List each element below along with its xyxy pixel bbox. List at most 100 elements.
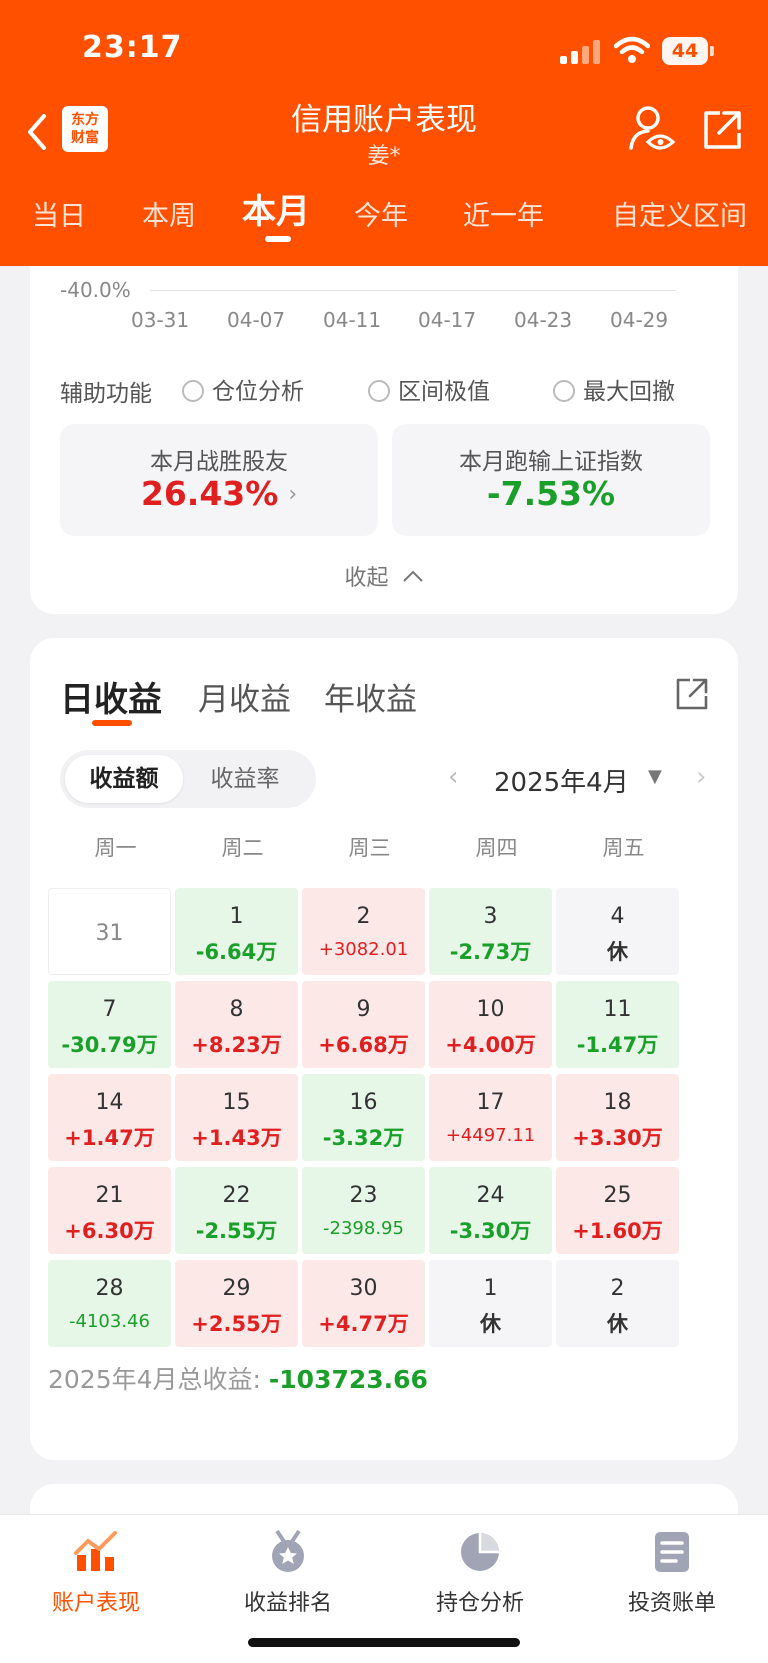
calendar-day-cell[interactable]: 2 +3082.01 (302, 888, 425, 975)
nav-returns-ranking[interactable]: 收益排名 (192, 1529, 384, 1617)
nav-label: 收益排名 (243, 1591, 332, 1616)
calendar-day-return: +2.55万 (191, 1312, 282, 1336)
calendar-day-return: +4497.11 (445, 1125, 536, 1146)
performance-card: -40.0% 03-31 04-07 04-11 04-17 04-23 04-… (30, 266, 738, 614)
calendar-day-cell[interactable]: 25 +1.60万 (556, 1167, 679, 1254)
aux-option-max-drawdown[interactable]: 最大回撤 (553, 372, 675, 405)
tab-year[interactable]: 今年 (354, 201, 408, 232)
calendar-day-cell[interactable]: 31 (48, 888, 171, 975)
share-icon[interactable] (700, 108, 744, 152)
nav-account-performance[interactable]: 账户表现 (0, 1529, 192, 1617)
calendar-day-cell[interactable]: 23 -2398.95 (302, 1167, 425, 1254)
vs-index-stat: 本月跑输上证指数 -7.53% (392, 424, 710, 536)
calendar-day-return: -30.79万 (61, 1033, 158, 1057)
aux-option-position[interactable]: 仓位分析 (182, 372, 304, 405)
calendar-day-cell[interactable]: 10 +4.00万 (429, 981, 552, 1068)
aux-option-range-extremes[interactable]: 区间极值 (368, 372, 490, 405)
y-axis-label: -40.0% (60, 278, 131, 302)
back-icon[interactable] (22, 110, 52, 154)
tab-today[interactable]: 当日 (32, 201, 86, 232)
calendar-day-cell[interactable]: 22 -2.55万 (175, 1167, 298, 1254)
calendar-day-cell[interactable]: 9 +6.68万 (302, 981, 425, 1068)
calendar-day-number: 15 (222, 1090, 251, 1115)
calendar-day-cell[interactable]: 1 -6.64万 (175, 888, 298, 975)
calendar-day-cell[interactable]: 24 -3.30万 (429, 1167, 552, 1254)
tab-yearly-returns[interactable]: 年收益 (324, 682, 417, 718)
calendar-day-number: 10 (476, 997, 505, 1022)
calendar-day-number: 4 (610, 904, 625, 929)
month-selector[interactable]: 2025年4月 (494, 768, 629, 798)
calendar-day-cell[interactable]: 17 +4497.11 (429, 1074, 552, 1161)
tab-custom-range[interactable]: 自定义区间 (612, 201, 747, 232)
next-month-icon[interactable]: › (696, 762, 707, 792)
calendar-day-cell[interactable]: 21 +6.30万 (48, 1167, 171, 1254)
signal-icon (560, 40, 602, 64)
calendar-day-cell[interactable]: 7 -30.79万 (48, 981, 171, 1068)
radio-icon[interactable] (553, 380, 575, 402)
radio-icon[interactable] (368, 380, 390, 402)
collapse-button[interactable]: 收起 (30, 560, 738, 592)
calendar-day-cell[interactable]: 16 -3.32万 (302, 1074, 425, 1161)
radio-icon[interactable] (182, 380, 204, 402)
caret-down-icon[interactable]: ▼ (648, 766, 662, 787)
home-indicator (248, 1638, 520, 1647)
x-tick: 03-31 (131, 308, 190, 332)
battery-level: 44 (662, 37, 708, 65)
beat-peers-stat[interactable]: 本月战胜股友 26.43% › (60, 424, 378, 536)
calendar-day-cell[interactable]: 18 +3.30万 (556, 1074, 679, 1161)
x-tick: 04-23 (514, 308, 573, 332)
month-total-value: -103723.66 (268, 1365, 428, 1394)
calendar-day-number: 2 (610, 1276, 625, 1301)
calendar-day-cell[interactable]: 3 -2.73万 (429, 888, 552, 975)
calendar-day-cell[interactable]: 8 +8.23万 (175, 981, 298, 1068)
tab-week[interactable]: 本周 (142, 201, 196, 232)
vs-index-label: 本月跑输上证指数 (459, 449, 643, 475)
calendar-day-number: 7 (102, 997, 117, 1022)
collapse-label: 收起 (344, 566, 389, 591)
medal-icon (272, 1529, 304, 1572)
calendar-day-return: 休 (607, 1312, 628, 1336)
account-name: 姜* (367, 144, 401, 169)
calendar-day-number: 30 (349, 1276, 378, 1301)
segment-amount[interactable]: 收益额 (65, 755, 183, 803)
calendar-day-number: 14 (95, 1090, 124, 1115)
tab-daily-returns[interactable]: 日收益 (60, 680, 162, 720)
calendar-day-cell[interactable]: 11 -1.47万 (556, 981, 679, 1068)
calendar-day-number: 21 (95, 1183, 124, 1208)
calendar-day-return: -3.30万 (449, 1219, 532, 1243)
calendar-day-cell[interactable]: 15 +1.43万 (175, 1074, 298, 1161)
share-icon[interactable] (674, 676, 710, 712)
tab-last-year[interactable]: 近一年 (463, 201, 544, 232)
user-visibility-icon[interactable] (628, 104, 676, 154)
battery-icon: 44 (662, 37, 714, 65)
active-tab-indicator (265, 236, 291, 242)
tab-month[interactable]: 本月 (242, 192, 310, 232)
x-tick: 04-11 (323, 308, 382, 332)
calendar-day-number: 2 (356, 904, 371, 929)
prev-month-icon[interactable]: ‹ (448, 762, 459, 792)
logo-line-1: 东方 (71, 112, 99, 128)
wifi-icon (614, 36, 650, 63)
nav-investment-bill[interactable]: 投资账单 (576, 1529, 768, 1617)
header: 23:17 44 东方 财富 信用账户表现 姜* (0, 0, 768, 266)
tab-monthly-returns[interactable]: 月收益 (198, 682, 291, 718)
amount-rate-toggle: 收益额 收益率 (60, 750, 316, 808)
calendar-day-cell[interactable]: 29 +2.55万 (175, 1260, 298, 1347)
calendar-day-return: -2.55万 (195, 1219, 278, 1243)
calendar-day-number: 28 (95, 1276, 124, 1301)
calendar-day-return: +1.43万 (191, 1126, 282, 1150)
calendar-day-return: +6.30万 (64, 1219, 155, 1243)
weekday-label: 周二 (221, 836, 264, 860)
calendar-day-return: -1.47万 (576, 1033, 659, 1057)
calendar-day-cell[interactable]: 28 -4103.46 (48, 1260, 171, 1347)
calendar-day-cell[interactable]: 30 +4.77万 (302, 1260, 425, 1347)
calendar-day-number: 8 (229, 997, 244, 1022)
calendar-day-cell[interactable]: 14 +1.47万 (48, 1074, 171, 1161)
segment-rate[interactable]: 收益率 (210, 766, 280, 792)
nav-holding-analysis[interactable]: 持仓分析 (384, 1529, 576, 1617)
beat-peers-value-row: 26.43% › (60, 474, 378, 513)
grid-line (150, 290, 676, 291)
